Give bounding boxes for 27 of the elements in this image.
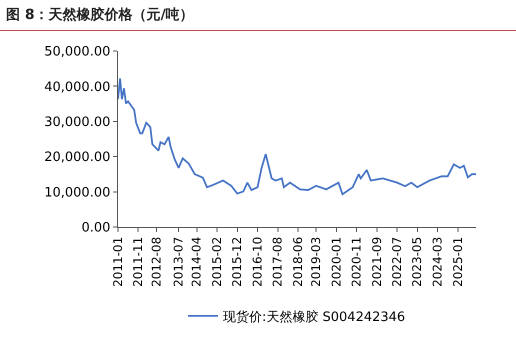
x-tick-label: 2011-01 <box>110 236 125 287</box>
x-tick-label: 2020-11 <box>350 236 364 287</box>
x-tick-label: 2015-12 <box>230 236 244 287</box>
x-tick-label: 2014-04 <box>190 236 204 287</box>
y-tick-label: 30,000.00 <box>44 114 110 130</box>
x-tick-label: 2021-09 <box>370 236 384 287</box>
y-tick-label: 10,000.00 <box>44 185 110 200</box>
x-tick-label: 2015-02 <box>210 236 224 287</box>
y-tick-label: 40,000.00 <box>44 80 110 95</box>
x-tick-label: 2019-03 <box>309 236 324 287</box>
x-tick-label: 2025-01 <box>450 236 465 287</box>
x-tick-label: 2018-06 <box>290 236 305 287</box>
x-tick-label: 2024-03 <box>430 236 444 287</box>
x-tick-label: 2017-08 <box>270 236 285 287</box>
y-tick-label: 20,000.00 <box>44 150 110 166</box>
legend-label: 现货价:天然橡胶 S004242346 <box>223 310 406 325</box>
chart-title: 图 8：天然橡胶价格（元/吨） <box>0 0 516 31</box>
x-tick-label: 2016-10 <box>250 236 264 287</box>
x-tick-label: 2022-07 <box>390 236 404 287</box>
x-tick-label: 2023-05 <box>410 236 424 287</box>
line-series <box>118 78 476 196</box>
y-tick-label: 0.00 <box>81 220 110 236</box>
x-tick-label: 2013-07 <box>172 236 186 287</box>
y-tick-label: 50,000.00 <box>44 44 110 60</box>
x-tick-label: 2012-08 <box>149 236 164 287</box>
x-tick-label: 2020-01 <box>329 236 344 287</box>
x-tick-label: 2011-11 <box>131 236 146 287</box>
